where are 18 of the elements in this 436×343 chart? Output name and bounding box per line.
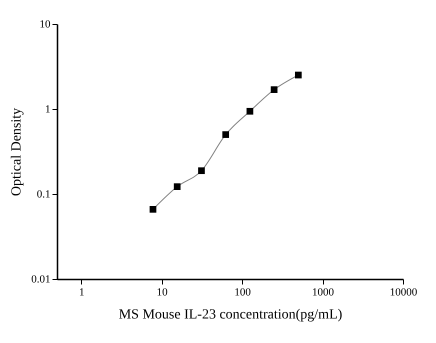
x-tick-label: 100 [234,286,252,298]
point [198,167,205,174]
point [246,108,254,115]
y-axis-title: Optical Density [9,108,24,196]
x-tick-label: 1000 [312,286,335,298]
x-axis-title: MS Mouse IL-23 concentration(pg/mL) [118,308,343,322]
x-tick-label: 1 [78,286,84,298]
y-tick-label: 1 [45,104,50,116]
point [174,183,181,190]
point [222,131,230,138]
y-tick-label: 0.1 [36,188,50,200]
y-tick-label: 0.01 [31,274,50,286]
point [270,86,278,93]
x-tick-label: 10000 [390,286,418,298]
x-tick-label: 10 [156,286,168,298]
point [150,206,156,213]
y-tick-label: 10 [40,18,51,30]
point [294,72,302,78]
